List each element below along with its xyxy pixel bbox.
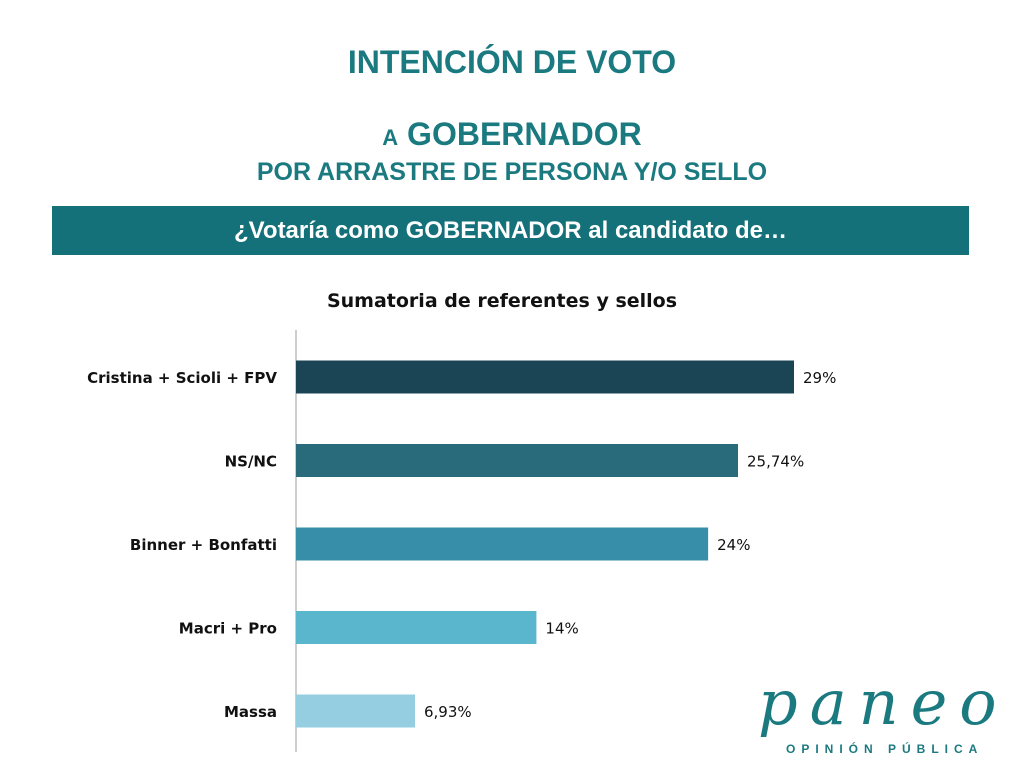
logo-word: paneo	[758, 666, 1009, 739]
bar	[296, 694, 416, 728]
bar	[296, 360, 794, 394]
page-subtitle-line2: POR ARRASTRE DE PERSONA Y/O SELLO	[256, 158, 768, 186]
data-label: 24%	[717, 536, 750, 554]
category-label: Macri + Pro	[179, 620, 277, 638]
data-label: 29%	[803, 369, 836, 387]
subtitle-prefix: A	[382, 125, 399, 150]
subtitle-main: GOBERNADOR	[407, 116, 642, 152]
logo-tagline: OPINIÓN PÚBLICA	[786, 742, 984, 756]
category-label: Massa	[224, 703, 277, 721]
page-subtitle: A GOBERNADOR	[0, 116, 1024, 153]
category-label: Cristina + Scioli + FPV	[87, 369, 277, 387]
chart-title: Sumatoria de referentes y sellos	[326, 290, 678, 312]
bar	[296, 611, 537, 644]
data-label: 14%	[545, 620, 578, 638]
paneo-logo: paneo OPINIÓN PÚBLICA	[752, 668, 1012, 760]
category-label: NS/NC	[225, 453, 277, 471]
question-banner: ¿Votaría como GOBERNADOR al candidato de…	[52, 206, 969, 255]
data-label: 25,74%	[747, 453, 804, 471]
page-title: INTENCIÓN DE VOTO	[347, 44, 677, 80]
data-label: 6,93%	[424, 703, 472, 721]
bar	[296, 527, 709, 561]
category-label: Binner + Bonfatti	[130, 536, 277, 554]
bar-chart: Cristina + Scioli + FPV 29% NS/NC 25,74% Bin…	[87, 330, 836, 752]
question-text: ¿Votaría como GOBERNADOR al candidato de…	[234, 216, 787, 244]
bar	[296, 444, 739, 477]
